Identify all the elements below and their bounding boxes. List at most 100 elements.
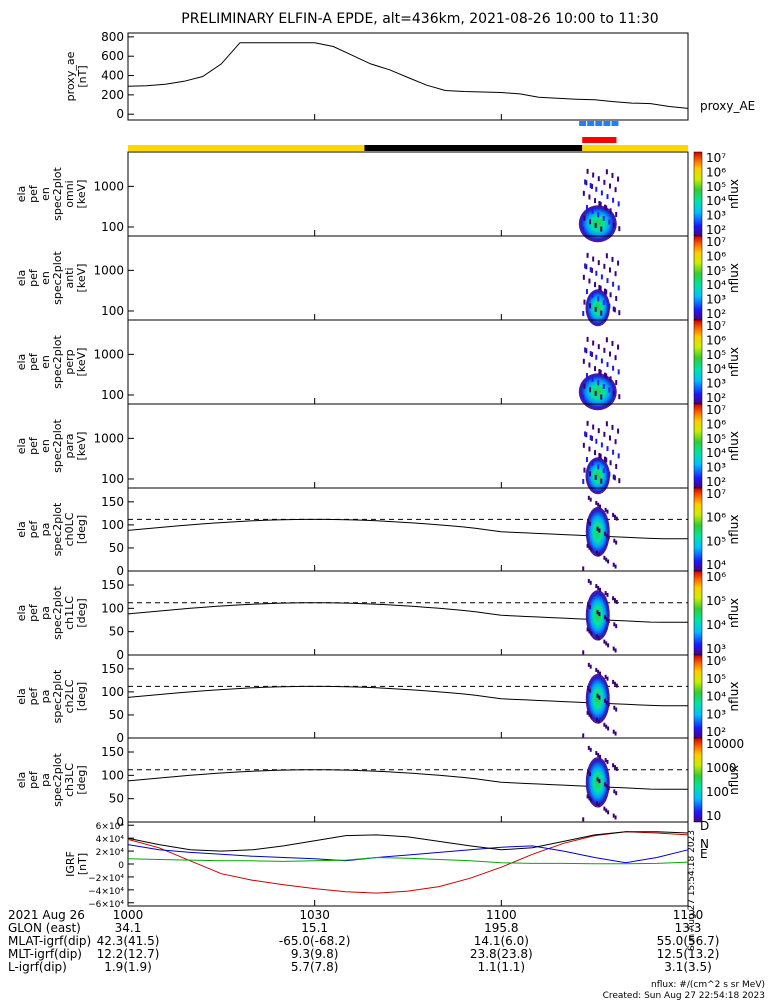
- colorbar: [693, 487, 703, 572]
- y-axis-label: [keV]: [75, 432, 88, 461]
- spectrogram-speckle: [592, 340, 595, 346]
- pitch-angle-speckle: [605, 724, 608, 729]
- pitch-angle-speckle: [607, 619, 610, 624]
- spectrogram-speckle: [589, 303, 592, 309]
- pitch-angle-speckle: [589, 747, 592, 752]
- pitch-angle-speckle: [596, 777, 599, 782]
- spectrogram-speckle: [613, 475, 616, 481]
- spectrogram-speckle: [599, 453, 602, 459]
- spectrogram-blob: [585, 289, 611, 327]
- orbit-row-label: L-igrf(dip): [8, 960, 67, 974]
- pitch-angle-speckle: [612, 512, 615, 517]
- y-axis-label: spec2plot: [51, 753, 64, 807]
- y-tick-label: 100: [101, 518, 124, 532]
- spectrogram-speckle: [583, 215, 586, 221]
- spectrogram-speckle: [608, 267, 611, 273]
- spectrogram-speckle: [592, 172, 595, 178]
- igrf-legend-label: N: [700, 837, 709, 851]
- colorbar-tick-label: 10⁴: [706, 194, 726, 208]
- footnote-units: nflux: #/(cm^2 s sr MeV): [651, 980, 765, 990]
- x-tick-label: 1130: [673, 908, 704, 922]
- colorbar-tick-label: 10⁶: [706, 165, 726, 179]
- spectrogram-speckle: [585, 432, 588, 438]
- orbit-row-label: MLAT-igrf(dip): [8, 934, 91, 948]
- pitch-angle-speckle: [587, 770, 590, 775]
- y-tick-label: 150: [101, 662, 124, 676]
- y-tick-label: 6×10⁴: [96, 822, 125, 832]
- spectrogram-speckle: [608, 219, 611, 225]
- spectrogram-blob: [578, 205, 617, 243]
- orbit-value: 13.3: [675, 921, 702, 935]
- pitch-angle-speckle: [587, 519, 590, 524]
- spectrogram-speckle: [597, 212, 600, 218]
- colorbar-tick-label: 10⁶: [706, 511, 726, 525]
- spectrogram-speckle: [590, 435, 593, 441]
- y-axis-label: [deg]: [75, 515, 88, 544]
- colorbar-tick-label: 10⁷: [706, 235, 726, 249]
- pitch-angle-speckle: [597, 669, 600, 674]
- spectrogram-speckle: [605, 421, 608, 427]
- spectrogram-speckle: [582, 394, 585, 400]
- pitch-angle-speckle: [586, 543, 589, 548]
- pitch-angle-speckle: [595, 634, 598, 639]
- x-tick-label: 1000: [113, 908, 144, 922]
- spectrogram-blob: [578, 373, 617, 411]
- spectrogram-speckle: [603, 431, 606, 437]
- y-axis-label: pef: [27, 352, 40, 371]
- orbit-value: 3.1(3.5): [664, 960, 712, 974]
- spectrogram-speckle: [585, 348, 588, 354]
- orbit-value: 9.3(9.8): [291, 947, 339, 961]
- colorbar-tick-label: 10³: [706, 707, 726, 721]
- y-axis-label: para: [63, 434, 76, 459]
- y-axis-label: [keV]: [75, 264, 88, 293]
- spectrogram-speckle: [604, 456, 606, 462]
- y-axis-label: ela: [15, 605, 28, 622]
- spectrogram-speckle: [594, 282, 597, 288]
- spectrogram-speckle: [584, 431, 587, 437]
- spectrogram-speckle: [599, 369, 602, 375]
- colorbar-tick-label: 10⁵: [706, 594, 726, 608]
- pitch-angle-speckle: [607, 535, 610, 540]
- spectrogram-speckle: [615, 379, 618, 385]
- pitch-angle-speckle: [603, 722, 606, 727]
- spectrogram-speckle: [582, 274, 585, 280]
- spectrogram-speckle: [614, 187, 617, 193]
- y-tick-label: −2×10⁴: [88, 874, 124, 884]
- spectrogram-speckle: [599, 201, 602, 207]
- spectrogram-speckle: [586, 420, 589, 426]
- pitch-angle-speckle: [597, 502, 600, 507]
- panel-para: ela pef en spec2plot para [keV] nflux: [15, 403, 741, 495]
- colorbar-tick-label: 10000: [706, 737, 744, 751]
- spectrogram-speckle: [609, 292, 612, 298]
- colorbar: [693, 654, 703, 739]
- colorbar-tick-label: 10⁶: [706, 417, 726, 431]
- spectrogram-blob: [585, 457, 611, 495]
- spectrogram-speckle: [592, 424, 595, 430]
- colorbar-tick-label: 10⁶: [706, 570, 726, 584]
- spectrogram-speckle: [618, 478, 621, 484]
- orbit-value: 23.8(23.8): [470, 947, 533, 961]
- pitch-angle-speckle: [589, 580, 592, 585]
- y-axis-label: ela: [15, 688, 28, 705]
- spectrogram-speckle: [611, 340, 614, 346]
- colorbar-tick-label: 10²: [706, 223, 726, 237]
- pitch-angle-blob: [585, 757, 610, 808]
- colorbar-tick-label: 10³: [706, 377, 726, 391]
- colorbar: [693, 319, 703, 405]
- pitch-angle-speckle: [612, 562, 615, 567]
- pitch-angle-speckle: [603, 555, 606, 560]
- spectrogram-speckle: [617, 285, 620, 291]
- colorbar: [693, 737, 703, 823]
- y-axis-label: [deg]: [75, 598, 88, 627]
- pitch-angle-speckle: [614, 815, 617, 820]
- spectrogram-speckle: [615, 463, 618, 469]
- pitch-angle-speckle: [599, 671, 602, 676]
- y-axis-label: pa: [39, 773, 52, 787]
- pitch-angle-speckle: [612, 763, 615, 768]
- y-tick-label: 100: [101, 472, 124, 486]
- pitch-angle-speckle: [586, 627, 589, 632]
- spectrogram-speckle: [605, 373, 608, 379]
- pitch-angle-speckle: [598, 528, 601, 533]
- y-tick-label: 600: [101, 49, 124, 63]
- panel-ch2LC: ela pef pa spec2plot ch2LC [deg] nflux: [15, 654, 741, 739]
